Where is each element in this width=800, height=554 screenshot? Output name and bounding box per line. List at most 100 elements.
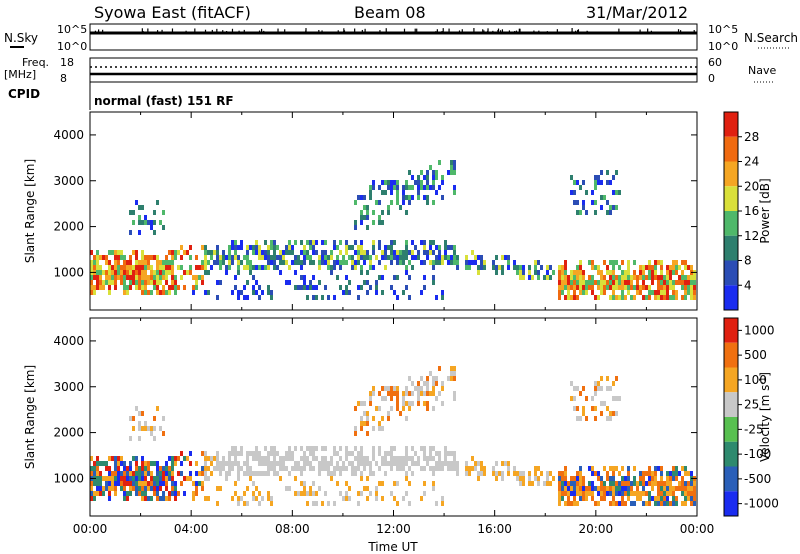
power-cell: [408, 250, 411, 255]
velocity-cell: [597, 381, 600, 386]
power-cell: [411, 185, 414, 190]
velocity-cell: [585, 486, 588, 491]
velocity-cell: [153, 491, 156, 496]
velocity-cell: [270, 446, 273, 451]
power-cell: [264, 240, 267, 245]
power-cell: [480, 255, 483, 260]
power-cell: [333, 240, 336, 245]
power-cell: [255, 250, 258, 255]
velocity-cell: [591, 466, 594, 471]
power-cell: [402, 200, 405, 205]
velocity-cell: [387, 416, 390, 421]
velocity-cell: [453, 456, 456, 461]
velocity-cell: [456, 466, 459, 471]
power-cell: [624, 280, 627, 285]
power-cell: [654, 260, 657, 265]
power-cell: [417, 195, 420, 200]
power-cell: [303, 260, 306, 265]
velocity-cell: [441, 401, 444, 406]
velocity-cell: [612, 491, 615, 496]
power-cell: [624, 285, 627, 290]
power-cell: [678, 265, 681, 270]
velocity-cell: [123, 461, 126, 466]
velocity-cell: [507, 461, 510, 466]
power-cell: [141, 205, 144, 210]
power-cell: [162, 225, 165, 230]
power-cell: [597, 285, 600, 290]
power-cell: [447, 170, 450, 175]
power-cell: [420, 260, 423, 265]
velocity-cell: [252, 481, 255, 486]
velocity-cell: [669, 501, 672, 506]
velocity-cell: [231, 451, 234, 456]
power-cell: [693, 285, 696, 290]
velocity-cell: [126, 491, 129, 496]
power-cell: [264, 255, 267, 260]
velocity-cell: [207, 466, 210, 471]
power-cell: [390, 260, 393, 265]
velocity-cell: [423, 491, 426, 496]
velocity-cell: [450, 461, 453, 466]
velocity-cell: [174, 481, 177, 486]
velocity-cell: [315, 456, 318, 461]
power-cell: [120, 280, 123, 285]
velocity-cell: [144, 481, 147, 486]
power-cell: [615, 285, 618, 290]
velocity-cell: [660, 496, 663, 501]
velocity-cell: [519, 471, 522, 476]
velocity-cell: [573, 406, 576, 411]
velocity-cell: [579, 471, 582, 476]
power-cell: [318, 260, 321, 265]
power-cell: [504, 255, 507, 260]
velocity-cell: [594, 406, 597, 411]
power-cell: [162, 275, 165, 280]
velocity-cell: [312, 456, 315, 461]
velocity-cell: [231, 461, 234, 466]
velocity-cell: [657, 491, 660, 496]
power-cell: [534, 270, 537, 275]
velocity-cell: [573, 501, 576, 506]
velocity-cell: [387, 411, 390, 416]
velocity-cell: [90, 486, 93, 491]
velocity-cell: [633, 501, 636, 506]
velocity-cell: [345, 496, 348, 501]
power-cell: [105, 255, 108, 260]
power-cell: [219, 280, 222, 285]
power-cell: [627, 290, 630, 295]
power-cell: [660, 260, 663, 265]
power-cell: [492, 265, 495, 270]
power-cell: [645, 295, 648, 300]
velocity-cell: [294, 446, 297, 451]
power-cell: [111, 265, 114, 270]
velocity-cell: [453, 371, 456, 376]
velocity-cell: [246, 471, 249, 476]
power-cell: [435, 170, 438, 175]
velocity-cell: [135, 486, 138, 491]
power-cell: [564, 270, 567, 275]
velocity-cell: [405, 476, 408, 481]
nave-bottom-tick: 0: [708, 72, 715, 85]
power-cell: [174, 275, 177, 280]
power-cell: [579, 210, 582, 215]
power-cell: [546, 275, 549, 280]
power-cell: [270, 295, 273, 300]
power-cell: [606, 180, 609, 185]
velocity-cell: [627, 481, 630, 486]
velocity-cell: [408, 501, 411, 506]
power-cell: [249, 245, 252, 250]
velocity-cell: [288, 486, 291, 491]
velocity-cell: [177, 491, 180, 496]
power-cell: [252, 290, 255, 295]
velocity-cell: [690, 486, 693, 491]
velocity-cell: [606, 471, 609, 476]
velocity-cell: [90, 496, 93, 501]
velocity-cell: [360, 491, 363, 496]
power-cell: [123, 280, 126, 285]
power-cell: [624, 270, 627, 275]
velocity-cell: [687, 486, 690, 491]
velocity-cell: [312, 446, 315, 451]
velocity-cell: [420, 446, 423, 451]
power-cell: [531, 275, 534, 280]
power-cell: [141, 285, 144, 290]
power-cell: [93, 265, 96, 270]
